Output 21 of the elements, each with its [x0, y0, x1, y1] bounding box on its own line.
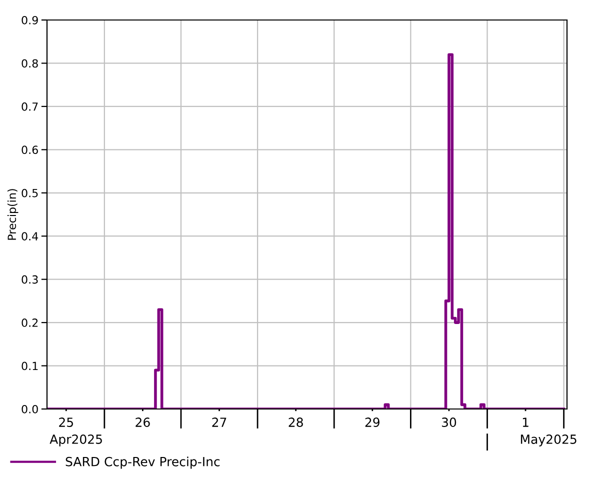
y-tick-label: 0.4 — [22, 232, 38, 240]
text: Apr2025 — [50, 434, 102, 446]
text: May2025 — [520, 434, 576, 446]
y-tick-label: 0.8 — [22, 59, 38, 68]
legend-label: SARD Ccp-Rev Precip-Inc — [66, 456, 220, 469]
y-axis-title: Precip(in) — [7, 189, 18, 240]
y-tick-label: 0.1 — [22, 362, 38, 370]
x-tick-label: 25 — [59, 418, 73, 428]
y-tick-label: 0.3 — [22, 275, 38, 284]
y-tick-label: 0.5 — [22, 188, 38, 198]
x-tick-label: 1 — [522, 418, 528, 427]
y-tick-label: 0.0 — [22, 404, 38, 414]
x-tick-label: 29 — [365, 418, 380, 428]
x-tick-label: 30 — [442, 418, 456, 428]
y-tick-label: 0.6 — [22, 146, 38, 154]
y-tick-label: 0.9 — [22, 16, 38, 24]
y-tick-label: 0.7 — [22, 102, 38, 111]
x-tick-label: 27 — [212, 418, 226, 427]
x-tick-label: 28 — [288, 418, 303, 428]
y-tick-label: 0.2 — [22, 318, 38, 327]
x-tick-label: 26 — [136, 418, 150, 428]
